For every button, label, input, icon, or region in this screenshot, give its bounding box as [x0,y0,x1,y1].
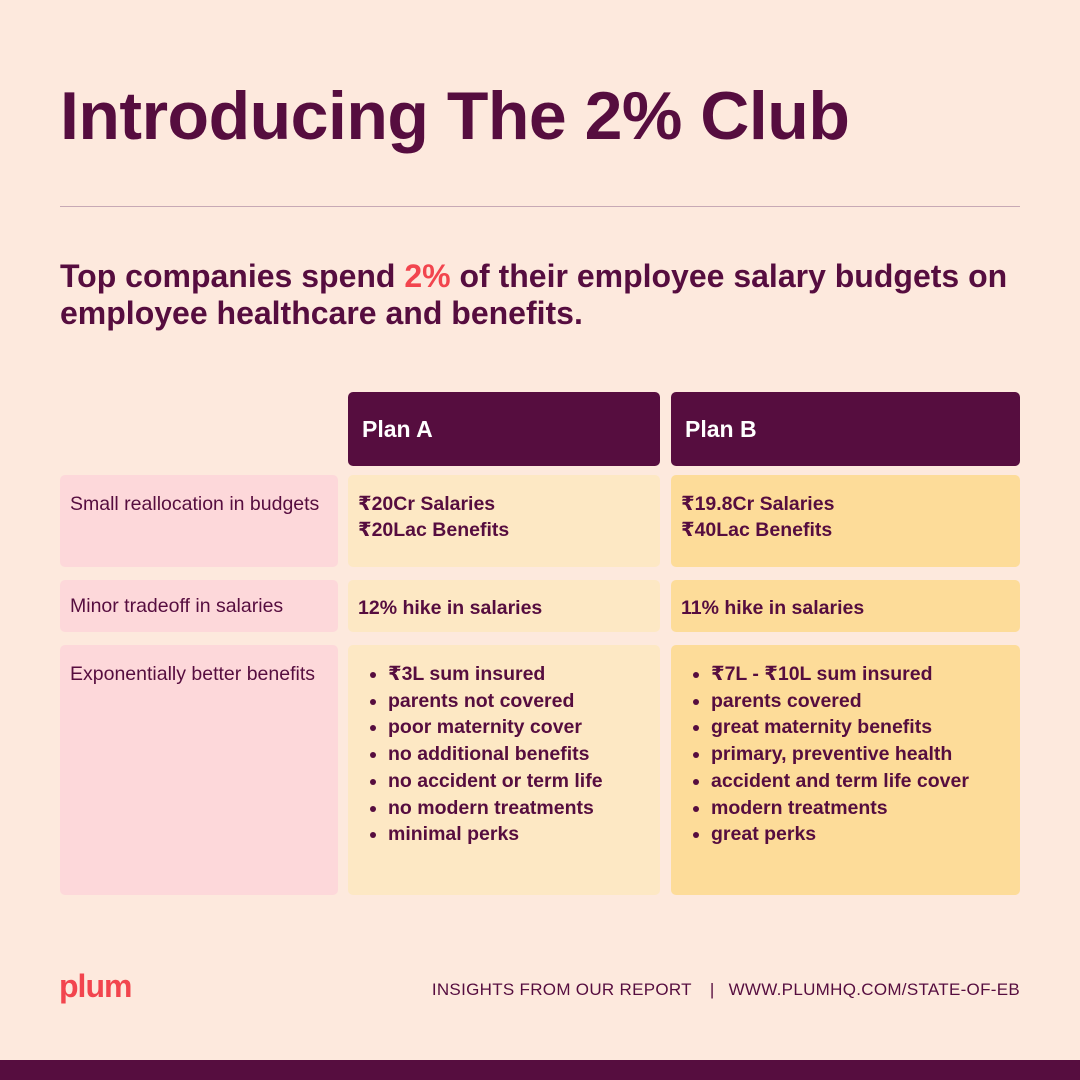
plan-b-salaries: ₹19.8Cr Salaries [681,493,835,515]
plan-b-benefits-list: ₹7L - ₹10L sum insured parents covered g… [681,661,1010,848]
footer-insights: INSIGHTS FROM OUR REPORT [431,980,692,999]
plan-a-header: Plan A [348,392,660,466]
subtitle-text-start: Top companies spend [60,258,405,294]
list-item: parents not covered [358,688,650,715]
list-item: parents covered [681,688,1010,715]
list-item: no modern treatments [358,795,650,822]
plan-a-benefits-cell: ₹3L sum insured parents not covered poor… [348,645,660,895]
plan-a-salaries: ₹20Cr Salaries [358,493,496,515]
list-item: modern treatments [681,795,1010,822]
plan-a-benefits: ₹20Lac Benefits [358,519,510,541]
plan-a-benefits-list: ₹3L sum insured parents not covered poor… [358,661,650,848]
plan-a-hike-cell: 12% hike in salaries [348,580,660,632]
row-label-salaries: Minor tradeoff in salaries [60,580,338,632]
bottom-bar [0,1060,1080,1080]
list-item: minimal perks [358,821,650,848]
list-item: no additional benefits [358,741,650,768]
plan-b-hike-cell: 11% hike in salaries [671,580,1020,632]
subtitle-highlight: 2% [404,258,451,294]
subtitle: Top companies spend 2% of their employee… [60,258,1020,332]
list-item: primary, preventive health [681,741,1010,768]
plan-a-hike: 12% hike in salaries [358,597,543,619]
footer-separator: | [709,980,715,999]
list-item: ₹7L - ₹10L sum insured [681,661,1010,688]
list-item: accident and term life cover [681,768,1010,795]
list-item: great perks [681,821,1010,848]
list-item: great maternity benefits [681,714,1010,741]
plan-a-budgets-cell: ₹20Cr Salaries ₹20Lac Benefits [348,475,660,567]
plan-b-budgets-cell: ₹19.8Cr Salaries ₹40Lac Benefits [671,475,1020,567]
title-divider [60,206,1020,207]
plum-logo: plum [59,968,132,1004]
plan-b-benefits-cell: ₹7L - ₹10L sum insured parents covered g… [671,645,1020,895]
plan-b-header: Plan B [671,392,1020,466]
list-item: ₹3L sum insured [358,661,650,688]
footer-url-link[interactable]: WWW.PLUMHQ.COM/STATE-OF-EB [728,980,1020,999]
list-item: no accident or term life [358,768,650,795]
row-label-benefits: Exponentially better benefits [60,645,338,895]
plan-b-benefits: ₹40Lac Benefits [681,519,833,541]
page-title: Introducing The 2% Club [60,78,850,154]
row-label-budgets: Small reallocation in budgets [60,475,338,567]
list-item: poor maternity cover [358,714,650,741]
plan-b-hike: 11% hike in salaries [681,597,865,619]
subtitle-text-end: of their employee salary budgets on empl… [60,258,1008,331]
footer: INSIGHTS FROM OUR REPORT | WWW.PLUMHQ.CO… [432,980,1020,1000]
